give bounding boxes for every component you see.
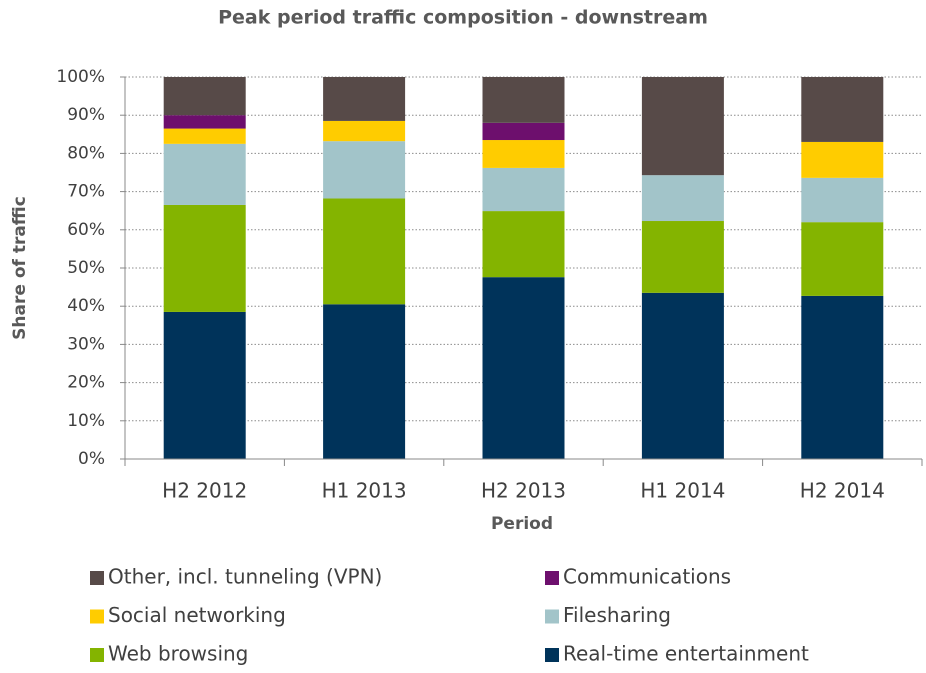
y-tick-label: 80% bbox=[67, 143, 105, 163]
legend-swatch bbox=[90, 609, 104, 624]
bar-segment bbox=[323, 120, 406, 142]
bar-segment bbox=[163, 128, 246, 144]
chart-title: Peak period traffic composition - downst… bbox=[218, 7, 708, 29]
bar-segment bbox=[801, 177, 884, 223]
legend-label: Communications bbox=[563, 565, 731, 589]
bar-segment bbox=[801, 77, 884, 142]
y-tick-label: 30% bbox=[67, 334, 105, 354]
x-tick-label: H2 2012 bbox=[162, 479, 247, 503]
bar-segment bbox=[482, 140, 565, 168]
bar-segment bbox=[801, 295, 884, 459]
y-tick-label: 0% bbox=[78, 449, 105, 469]
x-tick-label: H1 2014 bbox=[640, 479, 725, 503]
bar-segment bbox=[801, 141, 884, 178]
legend-swatch bbox=[90, 571, 104, 585]
y-axis-label: Share of traffic bbox=[10, 196, 30, 340]
legend-label: Social networking bbox=[108, 603, 286, 627]
bar-segment bbox=[482, 77, 565, 123]
bar-segment bbox=[641, 77, 724, 176]
y-tick-label: 70% bbox=[67, 182, 105, 202]
x-tick-label: H1 2013 bbox=[322, 479, 407, 503]
legend-swatch bbox=[90, 648, 104, 662]
bar-segment bbox=[801, 222, 884, 296]
bar-segment bbox=[163, 77, 246, 116]
bar-segment bbox=[323, 141, 406, 199]
bar-segment bbox=[323, 198, 406, 305]
bar-segment bbox=[641, 175, 724, 222]
y-tick-label: 40% bbox=[67, 296, 105, 316]
x-tick-label: H2 2013 bbox=[481, 479, 566, 503]
x-tick-label: H2 2014 bbox=[800, 479, 885, 503]
legend-swatch bbox=[545, 571, 559, 585]
legend-label: Other, incl. tunneling (VPN) bbox=[108, 565, 382, 589]
bar-segment bbox=[482, 167, 565, 212]
y-tick-label: 90% bbox=[67, 105, 105, 125]
bar-segment bbox=[163, 204, 246, 312]
bar-segment bbox=[482, 211, 565, 278]
y-tick-label: 60% bbox=[67, 220, 105, 240]
bar-segment bbox=[482, 277, 565, 459]
bar-segment bbox=[323, 77, 406, 121]
legend-swatch bbox=[545, 609, 559, 624]
bar-segment bbox=[323, 304, 406, 459]
bar-segment bbox=[163, 115, 246, 129]
bar-segment bbox=[163, 143, 246, 205]
y-tick-label: 50% bbox=[67, 258, 105, 278]
legend-label: Web browsing bbox=[108, 642, 248, 666]
bar-segment bbox=[641, 292, 724, 459]
legend-label: Filesharing bbox=[563, 603, 671, 627]
y-tick-label: 100% bbox=[56, 67, 105, 87]
bar-segment bbox=[163, 311, 246, 459]
legend-label: Real-time entertainment bbox=[563, 642, 809, 666]
x-axis-label: Period bbox=[491, 514, 553, 534]
bar-segment bbox=[482, 122, 565, 141]
legend-swatch bbox=[545, 648, 559, 662]
y-tick-label: 20% bbox=[67, 373, 105, 393]
bar-segment bbox=[641, 221, 724, 293]
y-tick-label: 10% bbox=[67, 411, 105, 431]
